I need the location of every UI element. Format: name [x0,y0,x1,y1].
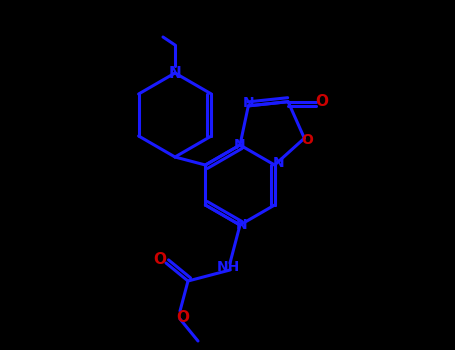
Text: O: O [316,94,329,109]
Text: NH: NH [217,260,240,274]
Text: O: O [301,133,313,147]
Text: N: N [169,65,182,80]
Text: N: N [236,218,248,232]
Text: N: N [243,96,254,110]
Text: N: N [273,156,284,170]
Text: O: O [153,252,167,266]
Text: O: O [177,309,189,324]
Text: N: N [234,138,246,152]
